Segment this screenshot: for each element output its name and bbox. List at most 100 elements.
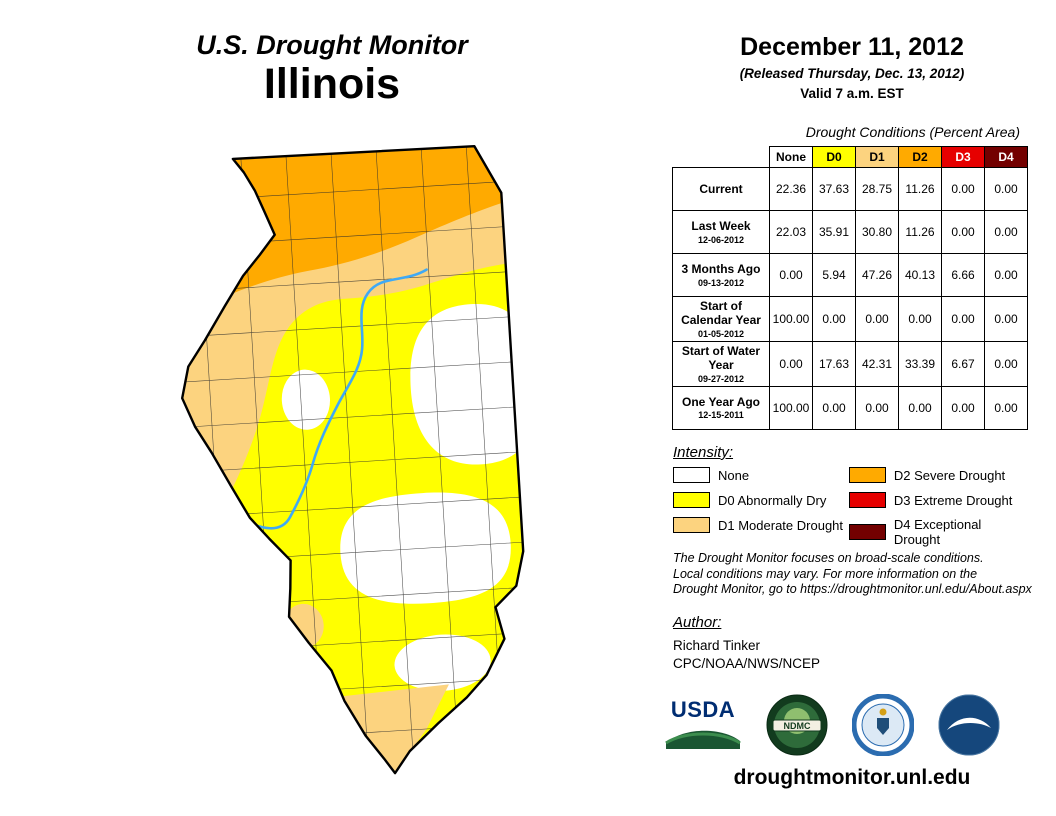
agency-logos: USDA NDMC xyxy=(664,694,1032,756)
table-caption: Drought Conditions (Percent Area) xyxy=(805,124,1020,140)
legend-label: D2 Severe Drought xyxy=(893,467,1006,483)
release-date: (Released Thursday, Dec. 13, 2012) xyxy=(739,66,965,81)
footer-url: droughtmonitor.unl.edu xyxy=(733,766,971,789)
value-cell: 0.00 xyxy=(769,253,813,297)
commerce-seal-logo xyxy=(852,694,914,756)
value-cell: 0.00 xyxy=(855,296,899,342)
legend-item-d2: D2 Severe Drought xyxy=(848,467,1029,483)
table-corner-cell xyxy=(672,146,770,168)
legend-item-d1: D1 Moderate Drought xyxy=(673,517,849,533)
value-cell: 6.67 xyxy=(941,340,985,387)
table-row-last-week: Last Week 12-06-2012 22.03 35.91 30.80 1… xyxy=(672,210,1028,254)
row-label: Current xyxy=(672,167,770,211)
col-header-d2: D2 xyxy=(898,146,942,168)
usda-logo: USDA xyxy=(664,699,742,751)
table-row-start-calendar-year: Start of Calendar Year 01-05-2012 100.00… xyxy=(672,296,1028,342)
disclaimer-line: Local conditions may vary. For more info… xyxy=(673,566,978,581)
row-label: 3 Months Ago 09-13-2012 xyxy=(672,253,770,297)
value-cell: 11.26 xyxy=(898,167,942,211)
disclaimer: The Drought Monitor focuses on broad-sca… xyxy=(673,551,1032,598)
usda-swoosh-icon xyxy=(665,730,741,749)
table-row-start-water-year: Start of Water Year 09-27-2012 0.00 17.6… xyxy=(672,340,1028,387)
d3-swatch xyxy=(848,492,886,508)
row-label: Last Week 12-06-2012 xyxy=(672,210,770,254)
valid-time: Valid 7 a.m. EST xyxy=(800,86,904,101)
value-cell: 11.26 xyxy=(898,210,942,254)
ndmc-logo-text: NDMC xyxy=(784,721,811,731)
legend-item-d3: D3 Extreme Drought xyxy=(848,492,1029,508)
d2-swatch xyxy=(848,467,886,483)
value-cell: 42.31 xyxy=(855,340,899,387)
value-cell: 0.00 xyxy=(984,296,1028,342)
illinois-river-line xyxy=(241,268,428,530)
legend-column-right: D2 Severe Drought D3 Extreme Drought D4 … xyxy=(848,467,1029,547)
value-cell: 100.00 xyxy=(769,385,813,430)
value-cell: 0.00 xyxy=(941,385,985,430)
value-cell: 22.03 xyxy=(769,210,813,254)
table-row-current: Current 22.36 37.63 28.75 11.26 0.00 0.0… xyxy=(672,167,1028,211)
report-date: December 11, 2012 xyxy=(740,33,964,61)
value-cell: 0.00 xyxy=(941,210,985,254)
drought-conditions-table: None D0 D1 D2 D3 D4 Current 22.36 37.63 … xyxy=(672,146,1028,430)
none-area-east xyxy=(410,304,537,465)
commerce-seal-icon xyxy=(852,694,914,756)
author-organization: CPC/NOAA/NWS/NCEP xyxy=(673,656,821,671)
value-cell: 30.80 xyxy=(855,210,899,254)
value-cell: 28.75 xyxy=(855,167,899,211)
legend-column-left: None D0 Abnormally Dry D1 Moderate Droug… xyxy=(673,467,849,547)
ndmc-logo: NDMC xyxy=(766,694,828,756)
legend-label: D0 Abnormally Dry xyxy=(718,492,827,508)
legend-label: None xyxy=(718,467,750,483)
value-cell: 0.00 xyxy=(812,296,856,342)
value-cell: 0.00 xyxy=(855,385,899,430)
legend-label: D1 Moderate Drought xyxy=(718,517,844,533)
table-row-3-months-ago: 3 Months Ago 09-13-2012 0.00 5.94 47.26 … xyxy=(672,253,1028,297)
value-cell: 100.00 xyxy=(769,296,813,342)
ndmc-seal-icon: NDMC xyxy=(766,694,828,756)
col-header-d0: D0 xyxy=(812,146,856,168)
value-cell: 0.00 xyxy=(941,296,985,342)
d4-swatch xyxy=(848,524,886,540)
illinois-drought-map xyxy=(146,135,564,791)
value-cell: 0.00 xyxy=(898,385,942,430)
legend-label: D3 Extreme Drought xyxy=(893,492,1013,508)
region-title: Illinois xyxy=(263,60,401,108)
value-cell: 37.63 xyxy=(812,167,856,211)
value-cell: 0.00 xyxy=(769,340,813,387)
value-cell: 0.00 xyxy=(984,253,1028,297)
col-header-d4: D4 xyxy=(984,146,1028,168)
d1-swatch xyxy=(673,517,710,533)
author-heading: Author: xyxy=(673,614,722,631)
col-header-none: None xyxy=(769,146,813,168)
col-header-d3: D3 xyxy=(941,146,985,168)
value-cell: 0.00 xyxy=(941,167,985,211)
row-label: Start of Calendar Year 01-05-2012 xyxy=(672,296,770,342)
value-cell: 0.00 xyxy=(984,210,1028,254)
value-cell: 6.66 xyxy=(941,253,985,297)
disclaimer-line: The Drought Monitor focuses on broad-sca… xyxy=(673,551,984,565)
value-cell: 0.00 xyxy=(984,167,1028,211)
table-row-one-year-ago: One Year Ago 12-15-2011 100.00 0.00 0.00… xyxy=(672,385,1028,430)
none-area-central xyxy=(281,369,331,430)
value-cell: 35.91 xyxy=(812,210,856,254)
value-cell: 0.00 xyxy=(812,385,856,430)
value-cell: 40.13 xyxy=(898,253,942,297)
value-cell: 47.26 xyxy=(855,253,899,297)
value-cell: 5.94 xyxy=(812,253,856,297)
value-cell: 0.00 xyxy=(984,340,1028,387)
illinois-map-svg xyxy=(167,142,537,785)
legend-heading: Intensity: xyxy=(673,444,734,461)
value-cell: 0.00 xyxy=(984,385,1028,430)
table-header-row: None D0 D1 D2 D3 D4 xyxy=(672,146,1028,168)
noaa-seal-icon xyxy=(938,694,1000,756)
d0-swatch xyxy=(673,492,710,508)
legend: None D0 Abnormally Dry D1 Moderate Droug… xyxy=(673,467,1029,547)
usda-logo-text: USDA xyxy=(670,697,736,722)
disclaimer-line: Drought Monitor, go to https://droughtmo… xyxy=(673,582,1032,596)
author-name: Richard Tinker xyxy=(673,638,761,653)
col-header-d1: D1 xyxy=(855,146,899,168)
d1-area-southern-tip xyxy=(329,684,449,774)
value-cell: 0.00 xyxy=(898,296,942,342)
page-title: U.S. Drought Monitor xyxy=(196,30,468,60)
